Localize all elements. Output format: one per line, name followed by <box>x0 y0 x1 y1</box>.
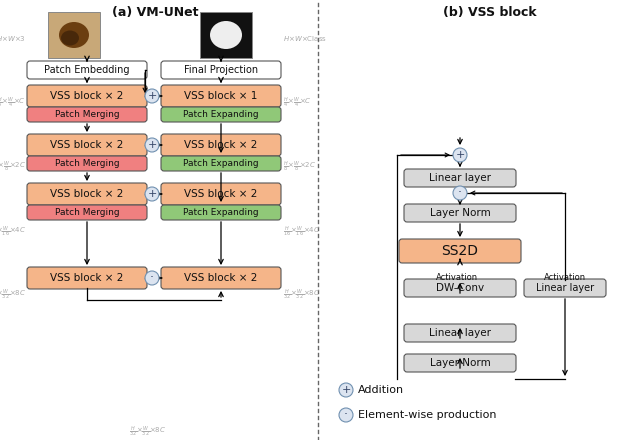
Text: $\frac{H}{32}{\times}\frac{W}{32}{\times}8C$: $\frac{H}{32}{\times}\frac{W}{32}{\times… <box>283 288 320 302</box>
FancyBboxPatch shape <box>404 354 516 372</box>
FancyBboxPatch shape <box>404 169 516 187</box>
Text: (b) VSS block: (b) VSS block <box>443 6 537 19</box>
Text: Linear layer: Linear layer <box>429 173 491 183</box>
Circle shape <box>339 408 353 422</box>
Ellipse shape <box>59 22 89 48</box>
Text: $\frac{H}{16}{\times}\frac{W}{16}{\times}4C$: $\frac{H}{16}{\times}\frac{W}{16}{\times… <box>0 225 26 239</box>
Text: VSS block × 2: VSS block × 2 <box>51 189 124 199</box>
FancyBboxPatch shape <box>524 279 606 297</box>
Circle shape <box>145 187 159 201</box>
Text: Patch Merging: Patch Merging <box>54 208 119 217</box>
Circle shape <box>453 186 467 200</box>
Ellipse shape <box>61 30 79 45</box>
Text: VSS block × 2: VSS block × 2 <box>184 273 258 283</box>
Text: $\frac{H}{8}{\times}\frac{W}{8}{\times}2C$: $\frac{H}{8}{\times}\frac{W}{8}{\times}2… <box>283 160 316 174</box>
Text: Activation: Activation <box>544 272 586 282</box>
Text: Patch Merging: Patch Merging <box>54 159 119 168</box>
Text: Layer Norm: Layer Norm <box>429 358 490 368</box>
Text: (a) VM-UNet: (a) VM-UNet <box>112 6 198 19</box>
Text: Element-wise production: Element-wise production <box>358 410 497 420</box>
Text: Addition: Addition <box>358 385 404 395</box>
FancyBboxPatch shape <box>404 279 516 297</box>
Text: DW-Conv: DW-Conv <box>436 283 484 293</box>
Text: VSS block × 1: VSS block × 1 <box>184 91 258 101</box>
FancyBboxPatch shape <box>399 239 521 263</box>
FancyBboxPatch shape <box>27 205 147 220</box>
Text: SS2D: SS2D <box>442 244 479 258</box>
Text: $\frac{H}{4}{\times}\frac{W}{4}{\times}C$: $\frac{H}{4}{\times}\frac{W}{4}{\times}C… <box>0 96 26 110</box>
Text: $\frac{H}{4}{\times}\frac{W}{4}{\times}C$: $\frac{H}{4}{\times}\frac{W}{4}{\times}C… <box>283 96 312 110</box>
Text: ·: · <box>150 271 154 285</box>
Text: +: + <box>455 150 465 160</box>
Text: +: + <box>147 91 157 101</box>
FancyBboxPatch shape <box>27 134 147 156</box>
Text: VSS block × 2: VSS block × 2 <box>51 91 124 101</box>
Text: VSS block × 2: VSS block × 2 <box>184 140 258 150</box>
Text: Patch Merging: Patch Merging <box>54 110 119 119</box>
Text: $\frac{H}{32}{\times}\frac{W}{32}{\times}8C$: $\frac{H}{32}{\times}\frac{W}{32}{\times… <box>0 288 26 302</box>
FancyBboxPatch shape <box>161 107 281 122</box>
Text: $H{\times}W{\times}3$: $H{\times}W{\times}3$ <box>0 33 26 43</box>
Text: +: + <box>341 385 351 395</box>
FancyBboxPatch shape <box>161 156 281 171</box>
FancyBboxPatch shape <box>27 61 147 79</box>
Ellipse shape <box>210 21 242 49</box>
Text: $H{\times}W{\times}$Class: $H{\times}W{\times}$Class <box>283 33 327 43</box>
Text: Linear layer: Linear layer <box>536 283 594 293</box>
Text: ·: · <box>344 408 348 422</box>
Text: Patch Expanding: Patch Expanding <box>183 110 259 119</box>
Circle shape <box>145 138 159 152</box>
FancyBboxPatch shape <box>404 324 516 342</box>
Text: Activation: Activation <box>436 272 478 282</box>
FancyBboxPatch shape <box>27 156 147 171</box>
Bar <box>200 12 252 58</box>
Text: Final Projection: Final Projection <box>184 65 258 75</box>
Text: VSS block × 2: VSS block × 2 <box>184 189 258 199</box>
FancyBboxPatch shape <box>161 267 281 289</box>
Text: Patch Expanding: Patch Expanding <box>183 208 259 217</box>
Bar <box>48 12 100 58</box>
FancyBboxPatch shape <box>161 85 281 107</box>
Circle shape <box>145 89 159 103</box>
FancyBboxPatch shape <box>161 134 281 156</box>
Text: VSS block × 2: VSS block × 2 <box>51 273 124 283</box>
Text: ·: · <box>458 187 462 199</box>
Text: Patch Embedding: Patch Embedding <box>44 65 130 75</box>
Text: $\frac{H}{32}{\times}\frac{W}{32}{\times}8C$: $\frac{H}{32}{\times}\frac{W}{32}{\times… <box>129 425 166 439</box>
Text: +: + <box>147 189 157 199</box>
Text: +: + <box>147 140 157 150</box>
FancyBboxPatch shape <box>161 61 281 79</box>
FancyBboxPatch shape <box>27 267 147 289</box>
Circle shape <box>453 148 467 162</box>
FancyBboxPatch shape <box>27 183 147 205</box>
FancyBboxPatch shape <box>27 107 147 122</box>
FancyBboxPatch shape <box>161 205 281 220</box>
Text: Linear layer: Linear layer <box>429 328 491 338</box>
Text: Patch Expanding: Patch Expanding <box>183 159 259 168</box>
FancyBboxPatch shape <box>27 85 147 107</box>
Circle shape <box>339 383 353 397</box>
Text: Layer Norm: Layer Norm <box>429 208 490 218</box>
FancyBboxPatch shape <box>161 183 281 205</box>
Text: $\frac{H}{16}{\times}\frac{W}{16}{\times}4C$: $\frac{H}{16}{\times}\frac{W}{16}{\times… <box>283 225 320 239</box>
Text: $\frac{H}{8}{\times}\frac{W}{8}{\times}2C$: $\frac{H}{8}{\times}\frac{W}{8}{\times}2… <box>0 160 26 174</box>
Circle shape <box>145 271 159 285</box>
Text: VSS block × 2: VSS block × 2 <box>51 140 124 150</box>
FancyBboxPatch shape <box>404 204 516 222</box>
